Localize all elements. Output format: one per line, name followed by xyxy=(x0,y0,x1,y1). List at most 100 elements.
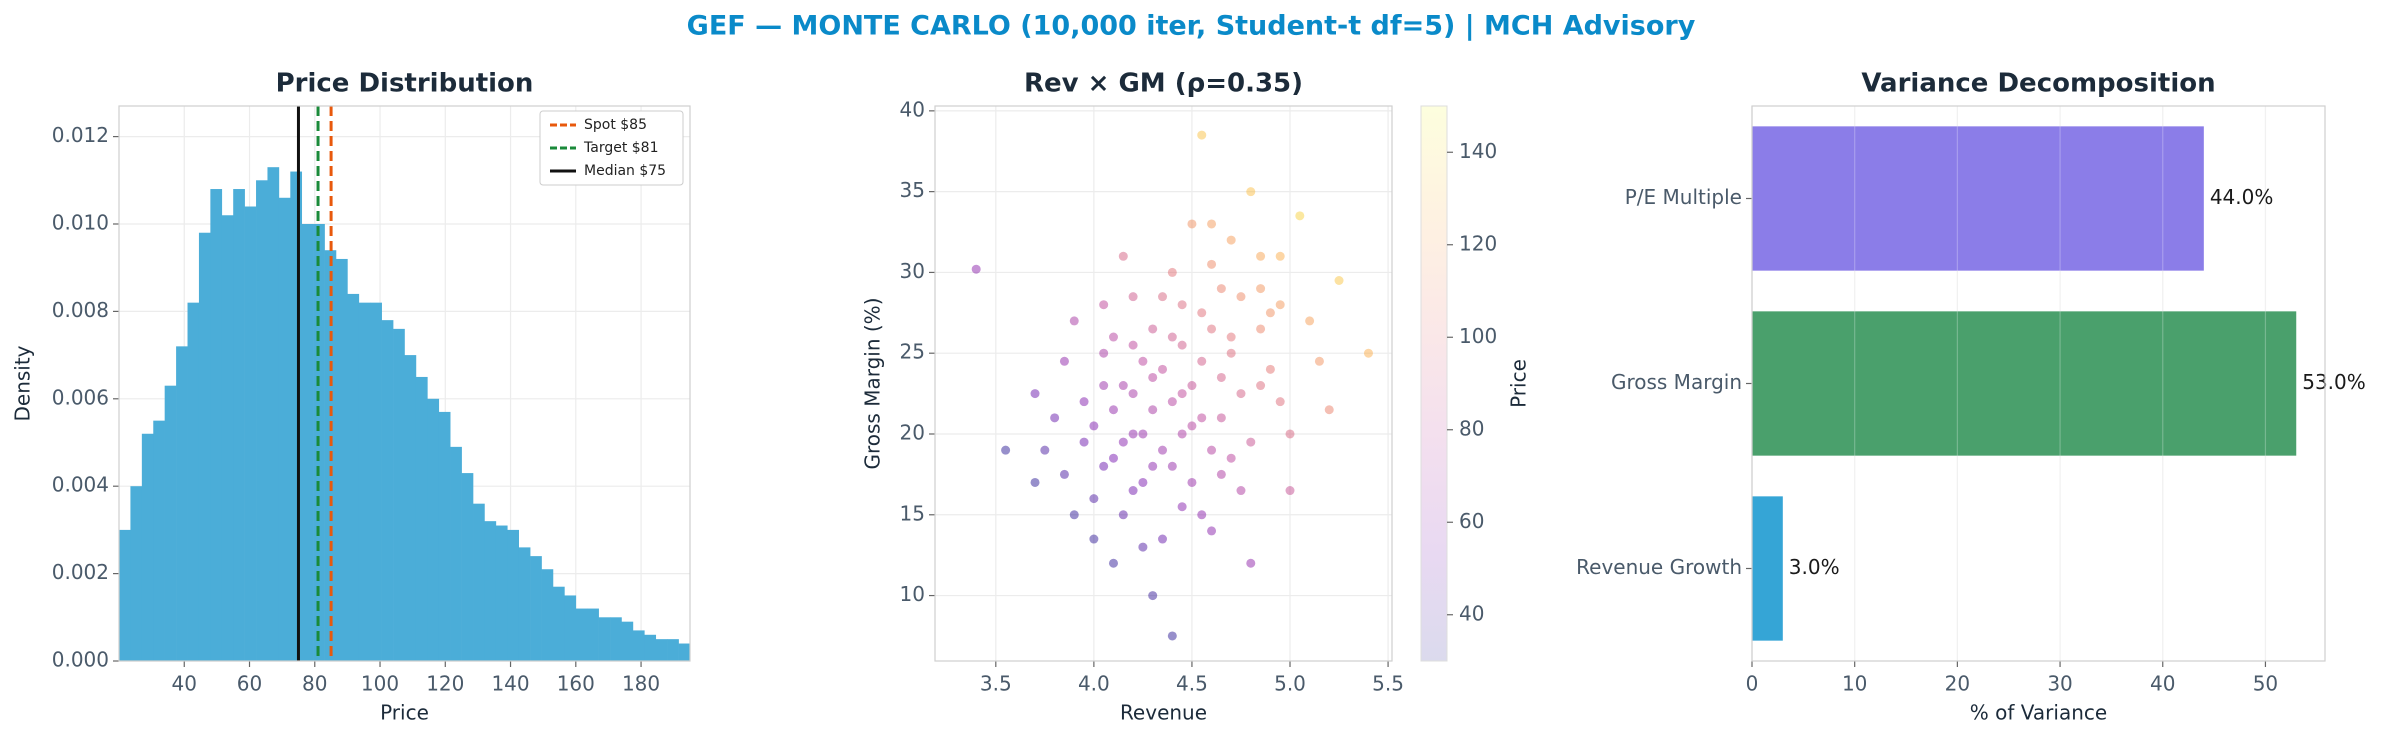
scatter-point xyxy=(1118,251,1128,261)
scatter-point xyxy=(1285,486,1295,496)
scatter-point xyxy=(1128,486,1138,496)
scatter-point xyxy=(1138,429,1148,439)
histogram-bar xyxy=(256,180,268,662)
scatter-point xyxy=(1256,324,1266,334)
scatter-point xyxy=(1128,340,1138,350)
histogram-bar xyxy=(278,197,291,661)
scatter-point xyxy=(1256,381,1266,391)
x-tick-label: 30 xyxy=(2047,672,2072,696)
histogram-bar xyxy=(473,503,485,661)
scatter-point xyxy=(1236,389,1246,399)
histogram-bar xyxy=(644,634,657,661)
scatter-point xyxy=(1148,372,1158,382)
scatter-point xyxy=(1226,235,1236,245)
histogram-bar xyxy=(301,223,314,661)
colorbar-tick-label: 60 xyxy=(1459,509,1484,533)
scatter-point xyxy=(1128,292,1138,302)
scatter-point xyxy=(1177,429,1187,439)
scatter-point xyxy=(1256,251,1266,261)
scatter-point xyxy=(1246,437,1256,447)
scatter-point xyxy=(1138,356,1148,366)
histogram-bar xyxy=(438,411,451,661)
scatter-point xyxy=(1118,510,1128,520)
x-tick-label: 4.0 xyxy=(1078,672,1110,696)
y-tick-label: 20 xyxy=(900,420,925,444)
plot-area xyxy=(119,106,691,662)
x-tick-label: 160 xyxy=(557,672,595,696)
scatter-point xyxy=(1089,421,1099,431)
x-tick-label: 120 xyxy=(426,672,464,696)
scatter-point xyxy=(1089,534,1099,544)
scatter-point xyxy=(1197,510,1207,520)
scatter-point xyxy=(1099,381,1109,391)
scatter-point xyxy=(1108,332,1118,342)
scatter-point xyxy=(1177,389,1187,399)
colorbar-tick-label: 40 xyxy=(1459,601,1484,625)
plot-area xyxy=(1751,106,2297,661)
scatter-point xyxy=(1138,477,1148,487)
scatter-point xyxy=(1167,332,1177,342)
y-tick-label: 15 xyxy=(900,501,925,525)
legend: Spot $85 Target $81 Median $75 xyxy=(539,110,684,186)
colorbar-tick-label: 80 xyxy=(1459,416,1484,440)
scatter-point xyxy=(1187,381,1197,391)
scatter-point xyxy=(1207,526,1217,536)
y-tick-label: 40 xyxy=(900,97,925,121)
scatter-point xyxy=(1118,381,1128,391)
histogram-bar xyxy=(404,355,417,661)
scatter-point xyxy=(1089,494,1099,504)
histogram-bar xyxy=(427,398,440,661)
scatter-point xyxy=(1246,187,1256,197)
histogram-bar xyxy=(484,521,497,661)
scatter-point xyxy=(1108,453,1118,463)
scatter-point xyxy=(1108,558,1118,568)
scatter-point xyxy=(1187,477,1197,487)
scatter-point xyxy=(1285,429,1295,439)
scatter-point xyxy=(1187,219,1197,229)
histogram-bar xyxy=(335,258,348,661)
scatter-point xyxy=(1216,413,1226,423)
x-tick-label: 50 xyxy=(2253,672,2278,696)
scatter-point xyxy=(1099,348,1109,358)
x-axis-label: Price xyxy=(380,701,429,725)
histogram-bar xyxy=(415,376,428,661)
histogram-bar xyxy=(610,617,622,661)
histogram-bar xyxy=(667,639,679,661)
scatter-point xyxy=(1226,332,1236,342)
scatter-point xyxy=(1265,364,1275,374)
value-label: 44.0% xyxy=(2210,185,2274,209)
scatter-point xyxy=(1177,340,1187,350)
histogram-bar xyxy=(461,473,474,661)
scatter-point xyxy=(1295,211,1305,221)
scatter-point xyxy=(1216,469,1226,479)
y-tick-label: 0.008 xyxy=(52,298,109,322)
histogram-bar xyxy=(244,206,257,661)
plot-area xyxy=(935,106,1392,661)
scatter-point xyxy=(1197,413,1207,423)
scatter-point xyxy=(1030,389,1040,399)
scatter-point xyxy=(1177,502,1187,512)
colorbar-label: Price xyxy=(1507,359,1531,408)
histogram-bar xyxy=(575,608,588,661)
scatter-point xyxy=(1314,356,1324,366)
histogram-bar xyxy=(198,232,211,661)
scatter-point xyxy=(1207,445,1217,455)
scatter-point xyxy=(1148,591,1158,601)
scatter-point xyxy=(1305,316,1315,326)
x-tick-label: 5.0 xyxy=(1274,672,1306,696)
scatter-point xyxy=(1040,445,1050,455)
scatter-point xyxy=(1099,461,1109,471)
scatter-point xyxy=(1275,397,1285,407)
histogram-bar xyxy=(233,189,245,661)
bar xyxy=(1752,496,1783,641)
scatter-point xyxy=(1138,542,1148,552)
scatter-point xyxy=(1236,486,1246,496)
histogram-bar xyxy=(655,639,668,661)
x-tick-label: 40 xyxy=(172,672,197,696)
y-tick-label: 0.004 xyxy=(52,473,109,497)
histogram-bar xyxy=(153,420,165,661)
histogram-bar xyxy=(541,569,554,661)
y-tick-label: 10 xyxy=(900,582,925,606)
colorbar-frame xyxy=(1420,105,1448,662)
